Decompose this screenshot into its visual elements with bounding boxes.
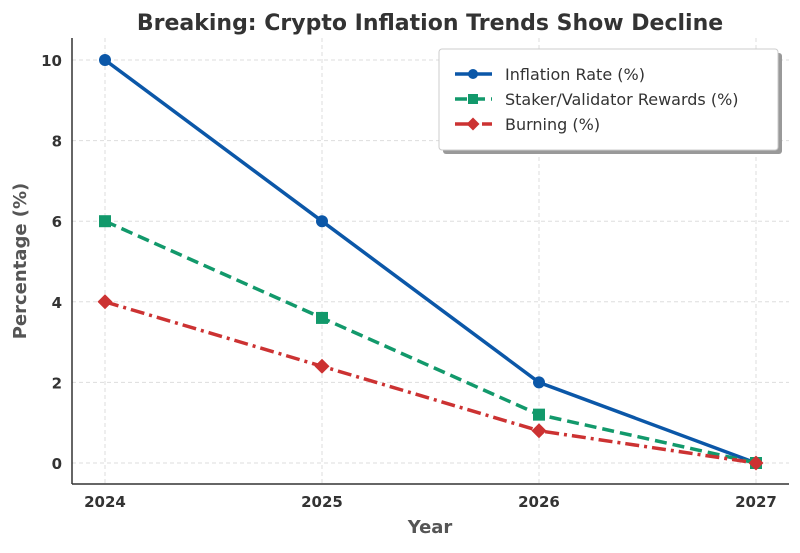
chart-title: Breaking: Crypto Inflation Trends Show D… bbox=[137, 11, 723, 36]
legend-item: Burning (%) bbox=[455, 115, 600, 134]
data-point bbox=[99, 215, 111, 228]
legend-label: Burning (%) bbox=[505, 115, 600, 134]
data-point bbox=[99, 54, 111, 66]
legend-marker bbox=[468, 94, 478, 104]
legend-label: Staker/Validator Rewards (%) bbox=[505, 90, 739, 109]
legend-item: Staker/Validator Rewards (%) bbox=[455, 90, 739, 109]
x-tick-label: 2026 bbox=[518, 493, 560, 511]
data-point bbox=[314, 358, 330, 374]
y-ticks: 0 2 4 6 8 10 bbox=[41, 52, 62, 473]
x-tick-label: 2024 bbox=[84, 493, 126, 511]
legend-label: Inflation Rate (%) bbox=[505, 65, 645, 84]
y-axis-label: Percentage (%) bbox=[10, 183, 31, 340]
legend-marker bbox=[468, 69, 478, 79]
x-tick-label: 2025 bbox=[301, 493, 343, 511]
y-tick-label: 6 bbox=[52, 213, 62, 231]
data-point bbox=[316, 215, 328, 228]
y-tick-label: 4 bbox=[52, 294, 62, 312]
y-tick-label: 8 bbox=[52, 133, 62, 151]
legend-item: Inflation Rate (%) bbox=[455, 65, 645, 84]
x-tick-label: 2027 bbox=[735, 493, 777, 511]
legend: Inflation Rate (%) Staker/Validator Rewar… bbox=[438, 48, 782, 154]
data-point bbox=[748, 455, 764, 471]
series-line bbox=[104, 219, 757, 465]
y-tick-label: 10 bbox=[41, 52, 62, 70]
legend-marker bbox=[466, 117, 480, 131]
data-point bbox=[531, 423, 547, 439]
x-ticks: 2024 2025 2026 2027 bbox=[84, 493, 777, 511]
series-2 bbox=[97, 294, 764, 471]
data-point bbox=[533, 376, 545, 389]
data-point bbox=[316, 311, 328, 324]
y-tick-label: 2 bbox=[52, 374, 62, 392]
series-1 bbox=[99, 215, 762, 469]
data-point bbox=[533, 408, 545, 421]
grid bbox=[72, 38, 789, 484]
series-line bbox=[104, 300, 757, 465]
data-point bbox=[97, 294, 113, 310]
series-group bbox=[97, 54, 764, 471]
x-axis-label: Year bbox=[407, 517, 453, 538]
y-tick-label: 0 bbox=[52, 455, 62, 473]
series-line bbox=[103, 58, 757, 465]
